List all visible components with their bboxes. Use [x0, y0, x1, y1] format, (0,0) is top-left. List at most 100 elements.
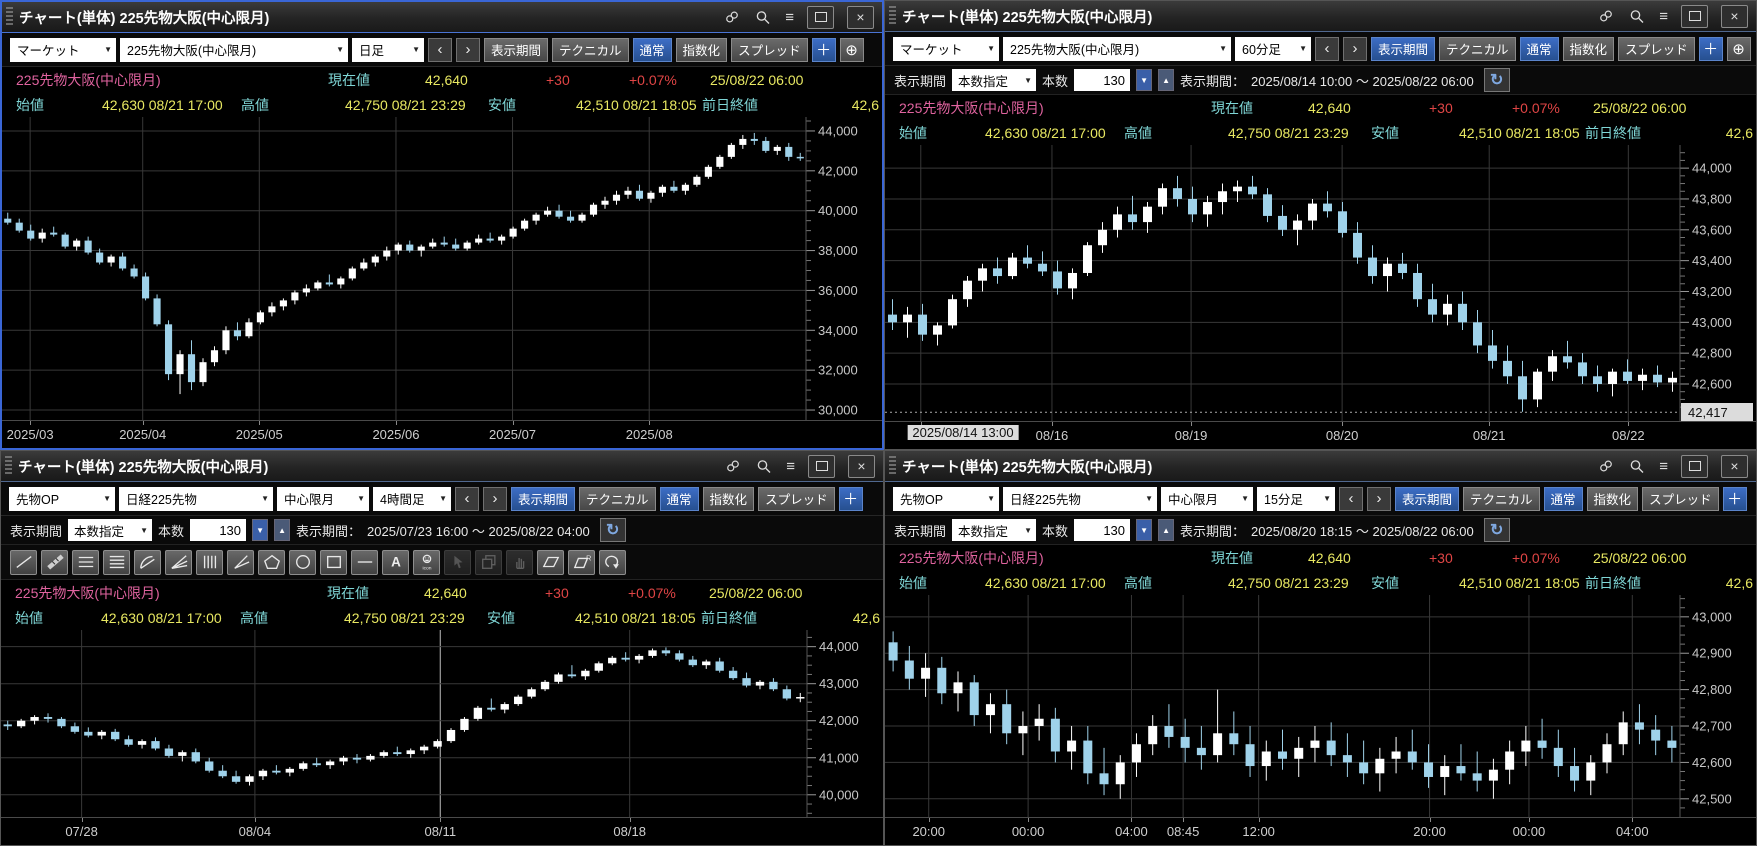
search-icon[interactable]: [1628, 8, 1646, 25]
search-icon[interactable]: [754, 9, 772, 26]
normal-button[interactable]: 通常: [1543, 486, 1583, 511]
circle-icon[interactable]: [289, 549, 316, 575]
add-chart-button[interactable]: ＋: [1698, 36, 1723, 61]
display-period-button[interactable]: 表示期間: [1371, 36, 1436, 61]
close-button[interactable]: ×: [847, 5, 874, 29]
spread-button[interactable]: スプレッド: [758, 486, 835, 511]
count-increase-button[interactable]: ▲: [1158, 69, 1175, 91]
multi-lines-icon[interactable]: [103, 549, 130, 575]
chart-canvas[interactable]: 43,000 42,900 42,800 42,700 42,600 42,500: [885, 595, 1756, 817]
spread-button[interactable]: スプレッド: [731, 37, 808, 62]
indexed-button[interactable]: 指数化: [675, 37, 728, 62]
prev-period-button[interactable]: ‹: [428, 37, 452, 62]
normal-button[interactable]: 通常: [659, 486, 699, 511]
next-period-button[interactable]: ›: [1367, 486, 1391, 511]
period-mode-select[interactable]: 本数指定 ▼: [952, 519, 1037, 541]
zoom-in-button[interactable]: ⊕: [839, 37, 864, 62]
ruler-icon[interactable]: [41, 549, 68, 575]
bar-count-input[interactable]: 130: [190, 519, 247, 541]
add-chart-button[interactable]: ＋: [811, 37, 836, 62]
timeframe-select[interactable]: 15分足 ▼: [1257, 486, 1335, 511]
normal-button[interactable]: 通常: [1519, 36, 1559, 61]
period-mode-select[interactable]: 本数指定 ▼: [68, 519, 153, 541]
eraser-all-icon[interactable]: R: [568, 549, 595, 575]
instrument-select[interactable]: 日経225先物 ▼: [1003, 486, 1157, 511]
technical-button[interactable]: テクニカル: [552, 37, 629, 62]
close-button[interactable]: ×: [1721, 4, 1748, 28]
search-icon[interactable]: [755, 458, 773, 475]
chart-canvas[interactable]: 44,000 43,000 42,000 41,000 40,000: [1, 630, 883, 817]
display-period-button[interactable]: 表示期間: [1395, 486, 1460, 511]
search-icon[interactable]: [1628, 458, 1646, 475]
close-button[interactable]: ×: [1721, 454, 1748, 478]
maximize-button[interactable]: [807, 5, 834, 29]
maximize-button[interactable]: [808, 454, 835, 478]
indexed-button[interactable]: 指数化: [1562, 36, 1615, 61]
menu-icon[interactable]: ≡: [1659, 457, 1668, 475]
instrument-select[interactable]: 日経225先物 ▼: [119, 486, 273, 511]
text-icon[interactable]: A: [382, 549, 409, 575]
count-increase-button[interactable]: ▲: [1158, 519, 1175, 541]
eraser-icon[interactable]: [537, 549, 564, 575]
spread-button[interactable]: スプレッド: [1618, 36, 1695, 61]
icon-stamp-icon[interactable]: icon: [413, 549, 440, 575]
count-decrease-button[interactable]: ▼: [1136, 69, 1153, 91]
chart-canvas[interactable]: 44,000 43,800 43,600 43,400 43,200 43,000 42,8…: [885, 145, 1756, 421]
period-mode-select[interactable]: 本数指定 ▼: [952, 69, 1037, 91]
technical-button[interactable]: テクニカル: [579, 486, 656, 511]
timeframe-select[interactable]: 日足 ▼: [352, 37, 424, 62]
window-titlebar[interactable]: チャート(単体) 225先物大阪(中心限月) ≡ ×: [1, 451, 883, 482]
indexed-button[interactable]: 指数化: [702, 486, 755, 511]
undo-icon[interactable]: [599, 549, 626, 575]
contract-month-select[interactable]: 中心限月 ▼: [1161, 486, 1253, 511]
add-chart-button[interactable]: ＋: [838, 486, 863, 511]
window-titlebar[interactable]: チャート(単体) 225先物大阪(中心限月) ≡ ×: [885, 1, 1756, 32]
window-titlebar[interactable]: チャート(単体) 225先物大阪(中心限月) ≡ ×: [2, 2, 882, 33]
parallel-lines-icon[interactable]: [72, 549, 99, 575]
indexed-button[interactable]: 指数化: [1586, 486, 1639, 511]
maximize-button[interactable]: [1681, 454, 1708, 478]
contract-month-select[interactable]: 中心限月 ▼: [277, 486, 369, 511]
menu-icon[interactable]: ≡: [1659, 7, 1668, 25]
prev-period-button[interactable]: ‹: [1315, 36, 1339, 61]
next-period-button[interactable]: ›: [456, 37, 480, 62]
count-increase-button[interactable]: ▲: [274, 519, 291, 541]
normal-button[interactable]: 通常: [632, 37, 672, 62]
product-category-select[interactable]: 先物OP ▼: [893, 486, 999, 511]
instrument-select[interactable]: 225先物大阪(中心限月) ▼: [1003, 36, 1231, 61]
display-period-button[interactable]: 表示期間: [511, 486, 576, 511]
market-category-select[interactable]: マーケット ▼: [10, 37, 116, 62]
maximize-button[interactable]: [1681, 4, 1708, 28]
rectangle-icon[interactable]: [320, 549, 347, 575]
angle-lines-icon[interactable]: [227, 549, 254, 575]
bar-count-input[interactable]: 130: [1074, 519, 1131, 541]
window-titlebar[interactable]: チャート(単体) 225先物大阪(中心限月) ≡ ×: [885, 451, 1756, 482]
menu-icon[interactable]: ≡: [786, 457, 795, 475]
vertical-lines-icon[interactable]: [196, 549, 223, 575]
link-icon[interactable]: [1597, 8, 1615, 24]
link-icon[interactable]: [723, 9, 741, 25]
menu-icon[interactable]: ≡: [785, 8, 794, 26]
reload-button[interactable]: ↻: [599, 518, 626, 542]
fibonacci-arc-icon[interactable]: [134, 549, 161, 575]
instrument-select[interactable]: 225先物大阪(中心限月) ▼: [120, 37, 348, 62]
timeframe-select[interactable]: 60分足 ▼: [1235, 36, 1311, 61]
reload-button[interactable]: ↻: [1483, 518, 1510, 542]
reload-button[interactable]: ↻: [1483, 68, 1510, 92]
count-decrease-button[interactable]: ▼: [252, 519, 269, 541]
product-category-select[interactable]: 先物OP ▼: [9, 486, 115, 511]
chart-canvas[interactable]: 44,000 42,000 40,000 38,000 36,000 34,000 32,0…: [2, 117, 882, 420]
horizontal-line-icon[interactable]: [351, 549, 378, 575]
technical-button[interactable]: テクニカル: [1439, 36, 1516, 61]
link-icon[interactable]: [724, 458, 742, 474]
pentagon-icon[interactable]: [258, 549, 285, 575]
zoom-in-button[interactable]: ⊕: [1726, 36, 1751, 61]
prev-period-button[interactable]: ‹: [1339, 486, 1363, 511]
spread-button[interactable]: スプレッド: [1642, 486, 1719, 511]
fan-lines-icon[interactable]: [165, 549, 192, 575]
technical-button[interactable]: テクニカル: [1463, 486, 1540, 511]
next-period-button[interactable]: ›: [1343, 36, 1367, 61]
prev-period-button[interactable]: ‹: [455, 486, 479, 511]
timeframe-select[interactable]: 4時間足 ▼: [373, 486, 451, 511]
bar-count-input[interactable]: 130: [1074, 69, 1131, 91]
